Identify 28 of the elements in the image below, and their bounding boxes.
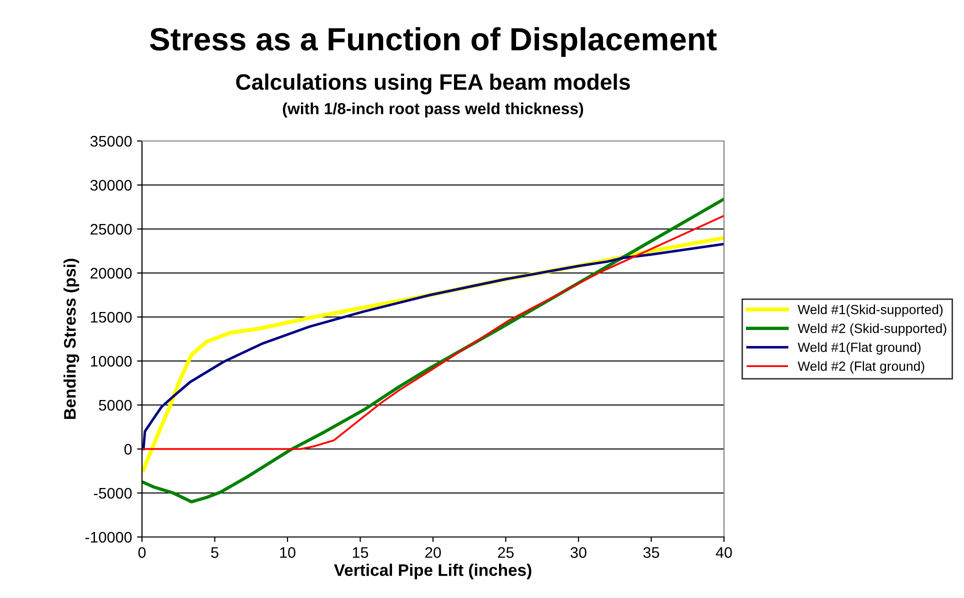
- y-tick-label: 0: [124, 444, 132, 455]
- x-tick-label: 20: [425, 547, 441, 558]
- y-tick-label: 10000: [90, 356, 132, 367]
- y-tick-label: -10000: [85, 532, 132, 543]
- x-axis-title: Vertical Pipe Lift (inches): [334, 564, 532, 580]
- y-axis-title: Bending Stress (psi): [64, 258, 80, 419]
- y-tick-label: 30000: [90, 180, 132, 191]
- x-tick-label: 30: [570, 547, 586, 558]
- x-tick-label: 5: [211, 547, 218, 558]
- legend-label: Weld #2 (Flat ground): [798, 361, 924, 374]
- chart-subtitle: Calculations using FEA beam models: [236, 74, 630, 94]
- x-tick-label: 15: [352, 547, 368, 558]
- x-tick-label: 25: [498, 547, 514, 558]
- legend-label: Weld #2 (Skid-supported): [798, 323, 946, 336]
- x-tick-label: 0: [138, 547, 146, 558]
- x-tick-label: 35: [643, 547, 660, 558]
- y-tick-label: 20000: [90, 268, 132, 279]
- chart-title: Stress as a Function of Displacement: [150, 27, 717, 57]
- y-tick-label: 35000: [90, 136, 132, 147]
- y-tick-label: 25000: [90, 224, 132, 235]
- y-tick-label: 5000: [98, 400, 132, 411]
- legend-label: Weld #1(Flat ground): [798, 342, 921, 355]
- legend-label: Weld #1(Skid-supported): [798, 304, 943, 317]
- y-tick-label: -5000: [94, 488, 132, 499]
- x-tick-label: 10: [280, 547, 296, 558]
- text: (with 1/8-inch root pass weld thickness): [282, 102, 584, 118]
- y-tick-label: 15000: [90, 312, 132, 323]
- x-tick-label: 40: [716, 547, 732, 558]
